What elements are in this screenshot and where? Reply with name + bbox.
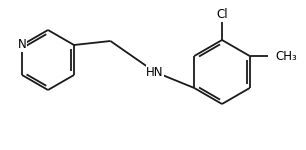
- Text: HN: HN: [146, 66, 164, 78]
- Text: Cl: Cl: [216, 9, 228, 21]
- Text: CH₃: CH₃: [276, 50, 297, 63]
- Text: N: N: [18, 39, 26, 51]
